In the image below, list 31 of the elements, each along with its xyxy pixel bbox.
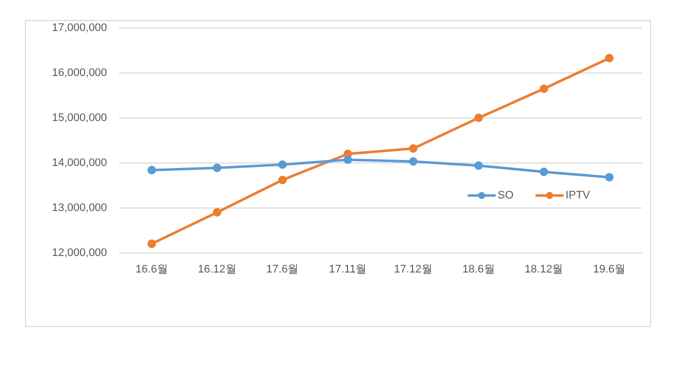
x-tick-label: 17.6월 — [266, 263, 299, 276]
y-tick-label: 14,000,000 — [52, 156, 108, 169]
legend-label: IPTV — [566, 190, 591, 202]
point — [147, 166, 156, 174]
legend-label: SO — [498, 190, 514, 202]
x-tick-label: 17.11월 — [328, 263, 367, 276]
point — [474, 161, 483, 170]
y-tick-label: 15,000,000 — [52, 112, 108, 124]
point — [278, 176, 287, 184]
point — [408, 144, 418, 153]
y-tick-label: 13,000,000 — [52, 202, 108, 214]
y-tick-label: 12,000,000 — [52, 246, 108, 259]
point — [540, 168, 548, 176]
point — [605, 173, 614, 182]
point — [278, 160, 287, 169]
point — [474, 114, 483, 122]
point — [212, 208, 222, 217]
y-tick-label: 17,000,000 — [52, 22, 108, 34]
x-tick-label: 18.6월 — [462, 263, 495, 276]
point — [147, 240, 156, 248]
point — [408, 157, 418, 166]
point — [212, 164, 222, 172]
point — [540, 84, 548, 93]
x-tick-label: 18.12월 — [524, 263, 564, 276]
x-tick-label: 17.12월 — [394, 263, 432, 276]
point — [605, 54, 614, 62]
point — [344, 155, 352, 164]
y-tick-label: 16,000,000 — [52, 66, 108, 79]
x-tick-label: 19.6월 — [593, 263, 626, 276]
x-tick-label: 16.12월 — [198, 263, 236, 276]
x-tick-label: 16.6월 — [136, 263, 168, 276]
